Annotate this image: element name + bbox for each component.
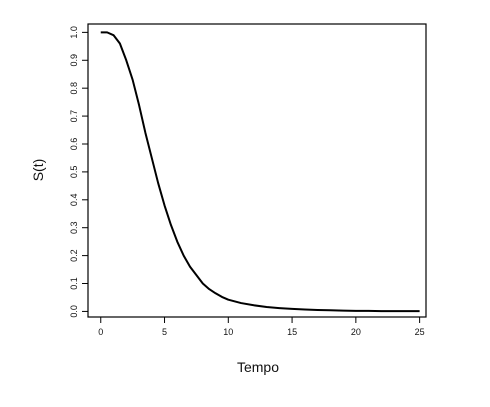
x-axis-title: Tempo [237, 359, 279, 375]
x-tick-label: 10 [223, 327, 233, 337]
x-tick-label: 5 [162, 327, 167, 337]
y-tick-label: 1.0 [69, 26, 79, 39]
x-tick-label: 25 [415, 327, 425, 337]
plot-frame [87, 23, 427, 318]
series-layer [100, 31, 420, 313]
y-tick-label: 0.2 [69, 249, 79, 262]
x-tick-label: 0 [98, 327, 103, 337]
y-tick-label: 0.3 [69, 221, 79, 234]
y-tick-label: 0.5 [69, 166, 79, 179]
y-tick-label: 0.7 [69, 110, 79, 123]
y-tick-label: 0.9 [69, 54, 79, 67]
y-axis: 0.0 0.1 0.2 0.3 0.4 0.5 0.6 0.7 0.8 0.9 1.0 [69, 26, 88, 318]
survival-curve [100, 31, 420, 313]
y-tick-label: 0.4 [69, 194, 79, 207]
y-tick-label: 0.6 [69, 138, 79, 151]
x-tick-label: 20 [351, 327, 361, 337]
x-axis: 0 5 10 15 20 25 [98, 317, 425, 337]
y-axis-title: S(t) [30, 159, 46, 182]
y-tick-label: 0.1 [69, 277, 79, 290]
y-tick-label: 0.0 [69, 305, 79, 318]
x-tick-label: 15 [287, 327, 297, 337]
y-tick-label: 0.8 [69, 82, 79, 95]
